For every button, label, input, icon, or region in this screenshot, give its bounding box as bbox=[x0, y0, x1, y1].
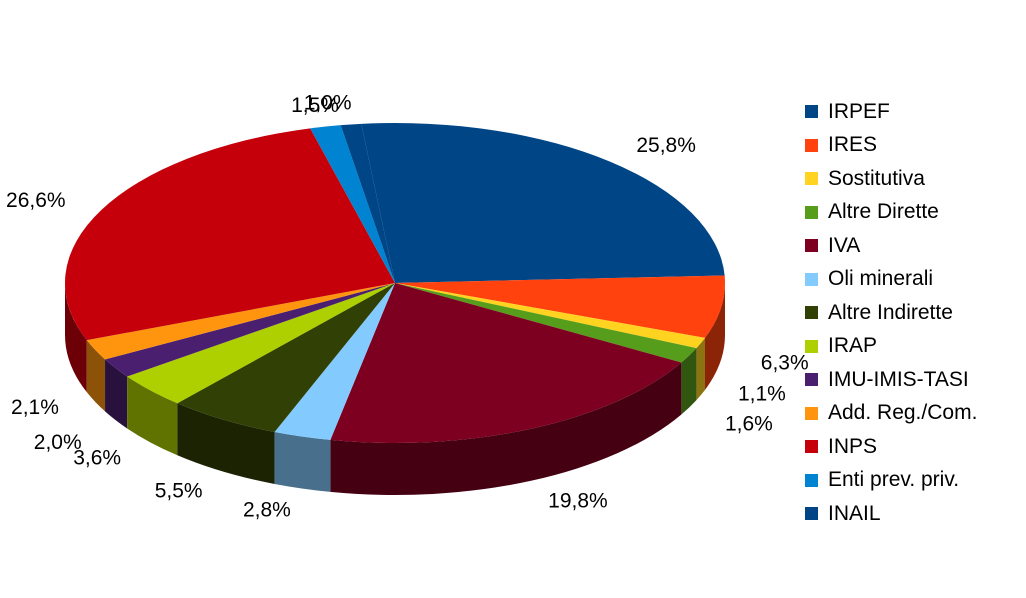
slice-imu-imis-tasi bbox=[105, 283, 395, 377]
legend-item: IMU-IMIS-TASI bbox=[805, 363, 977, 397]
slice-iva bbox=[330, 283, 682, 443]
legend-label: Oli minerali bbox=[828, 267, 934, 291]
value-label: 26,6% bbox=[6, 189, 66, 212]
legend-swatch bbox=[805, 205, 818, 219]
slice-side bbox=[330, 362, 682, 495]
slice-side bbox=[681, 348, 697, 415]
slice-side bbox=[105, 359, 128, 429]
pie-tops bbox=[65, 123, 726, 443]
legend-swatch bbox=[805, 306, 818, 320]
legend-swatch bbox=[805, 473, 818, 487]
slice-side bbox=[86, 340, 106, 412]
legend-item: Sostitutiva bbox=[805, 162, 977, 196]
slice-altre-dirette bbox=[395, 283, 697, 363]
legend-swatch bbox=[805, 440, 818, 454]
value-label: 3,6% bbox=[73, 446, 121, 469]
slice-inps bbox=[65, 128, 395, 341]
legend-label: IRES bbox=[828, 133, 878, 157]
value-label: 1,6% bbox=[725, 412, 773, 435]
slice-oli-minerali bbox=[274, 283, 395, 440]
legend-item: Add. Reg./Com. bbox=[805, 397, 977, 431]
legend-item: Oli minerali bbox=[805, 263, 977, 297]
slice-enti-prev-priv- bbox=[310, 125, 395, 283]
slice-side bbox=[274, 431, 331, 492]
legend-label: IRAP bbox=[828, 334, 878, 358]
legend-swatch bbox=[805, 105, 818, 119]
slice-altre-indirette bbox=[177, 283, 395, 432]
value-label: 1,0% bbox=[304, 92, 352, 115]
legend-label: Sostitutiva bbox=[828, 166, 925, 190]
slice-irap bbox=[127, 283, 395, 404]
value-label: 25,8% bbox=[636, 134, 696, 157]
legend-swatch bbox=[805, 339, 818, 353]
value-label: 19,8% bbox=[548, 490, 608, 513]
legend-label: IRPEF bbox=[828, 99, 890, 123]
value-label: 2,8% bbox=[243, 499, 291, 522]
legend-swatch bbox=[805, 138, 818, 152]
legend-label: IVA bbox=[828, 233, 861, 257]
pie-sides bbox=[65, 283, 725, 495]
legend-swatch bbox=[805, 172, 818, 186]
slice-side bbox=[177, 403, 275, 484]
legend-label: INAIL bbox=[828, 501, 881, 525]
legend-item: IRPEF bbox=[805, 95, 977, 129]
legend-label: Enti prev. priv. bbox=[828, 468, 960, 492]
legend-item: Altre Indirette bbox=[805, 296, 977, 330]
legend-item: IRAP bbox=[805, 330, 977, 364]
value-label: 5,5% bbox=[155, 479, 203, 502]
pie-value-labels: 25,8% 6,3% 1,1% 1,6% 19,8% 2,8% 5,5% 3,6%2,0% 2,… bbox=[6, 92, 809, 522]
legend-label: Altre Indirette bbox=[828, 300, 953, 324]
legend-swatch bbox=[805, 239, 818, 253]
legend-item: Altre Dirette bbox=[805, 196, 977, 230]
legend-label: INPS bbox=[828, 434, 878, 458]
slice-side bbox=[705, 283, 725, 390]
value-label: 2,0% bbox=[34, 431, 82, 454]
slice-add-reg-com- bbox=[86, 283, 395, 360]
slice-sostitutiva bbox=[395, 283, 706, 349]
legend-label: Add. Reg./Com. bbox=[828, 401, 978, 425]
slice-side bbox=[127, 376, 178, 456]
legend-item: INAIL bbox=[805, 497, 977, 531]
value-label: 2,1% bbox=[11, 396, 59, 419]
value-label: 6,3% bbox=[761, 351, 809, 374]
legend-swatch bbox=[805, 406, 818, 420]
legend-swatch bbox=[805, 272, 818, 286]
legend-item: IRES bbox=[805, 129, 977, 163]
legend-swatch bbox=[805, 507, 818, 521]
slice-ires bbox=[395, 275, 726, 338]
value-label: 1,1% bbox=[738, 382, 786, 405]
legend-swatch bbox=[805, 373, 818, 387]
slice-irpef bbox=[361, 123, 725, 283]
legend-label: IMU-IMIS-TASI bbox=[828, 367, 969, 391]
legend-item: Enti prev. priv. bbox=[805, 464, 977, 498]
slice-side bbox=[65, 283, 87, 393]
slice-side bbox=[696, 337, 706, 401]
slice-inail bbox=[340, 123, 395, 283]
legend-item: IVA bbox=[805, 229, 977, 263]
legend-label: Altre Dirette bbox=[828, 200, 939, 224]
value-label: 1,5% bbox=[291, 94, 339, 117]
legend-item: INPS bbox=[805, 430, 977, 464]
legend: IRPEF IRES Sostitutiva Altre Dirette IVA Oli … bbox=[805, 95, 977, 531]
